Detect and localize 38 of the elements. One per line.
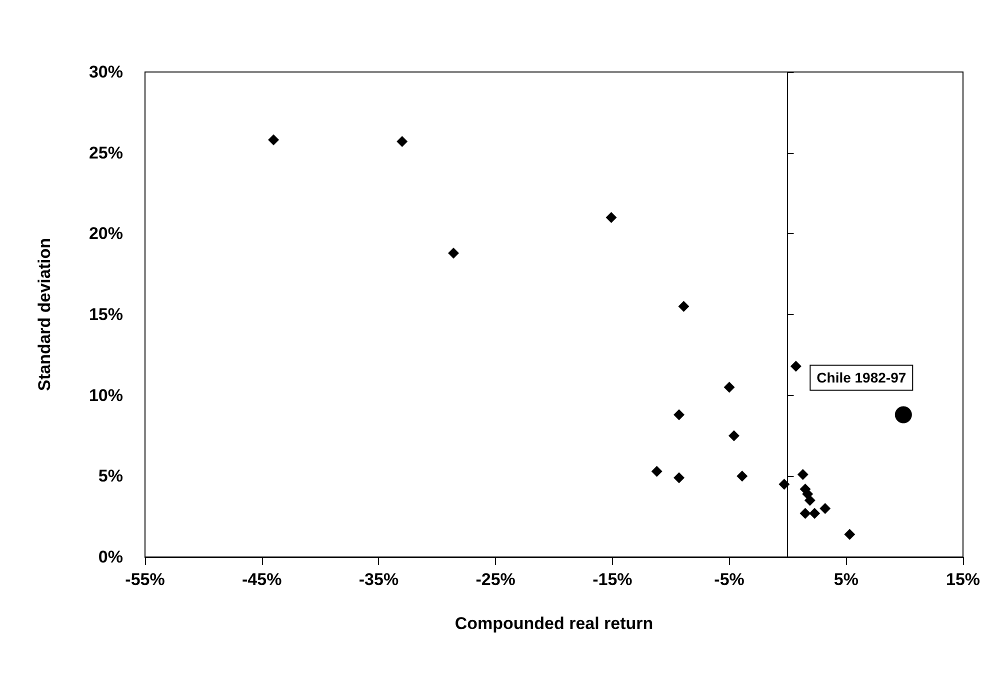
- x-tick-label: -35%: [358, 570, 399, 589]
- point: [396, 136, 408, 148]
- y-tick-label: 30%: [88, 62, 123, 82]
- y-tick-label: 0%: [98, 548, 123, 566]
- point: [778, 478, 790, 490]
- point: [728, 430, 740, 442]
- x-tick-label: 15%: [946, 570, 980, 589]
- x-tick-label: -15%: [592, 570, 632, 589]
- point: [804, 494, 816, 506]
- point: [809, 508, 820, 519]
- point: [268, 134, 280, 146]
- point: [736, 470, 748, 482]
- y-tick-label: 10%: [88, 386, 123, 405]
- x-tick-label: -55%: [125, 570, 165, 589]
- y-tick-label: 15%: [88, 305, 123, 324]
- point: [800, 508, 811, 519]
- point: [674, 472, 685, 484]
- x-tick-label: -5%: [714, 570, 744, 589]
- point: [651, 466, 662, 477]
- point: [678, 300, 690, 312]
- point: [674, 409, 685, 420]
- point: [790, 360, 802, 372]
- point: [448, 248, 460, 259]
- annotation: Chile 1982-97: [816, 370, 906, 386]
- point: [820, 503, 831, 514]
- y-tick-label: 25%: [88, 143, 123, 162]
- x-tick-label: 5%: [834, 570, 858, 589]
- point: [797, 469, 808, 480]
- y-tick-label: 5%: [98, 466, 123, 486]
- y-tick-label: 20%: [88, 224, 123, 244]
- point: [724, 382, 735, 393]
- point: [894, 406, 912, 424]
- x-tick-label: -45%: [242, 570, 282, 589]
- y-axis-title: Standard deviation: [35, 238, 54, 392]
- point: [606, 212, 617, 223]
- x-tick-label: -25%: [476, 570, 516, 589]
- x-axis-title: Compounded real return: [454, 614, 654, 633]
- point: [844, 528, 856, 540]
